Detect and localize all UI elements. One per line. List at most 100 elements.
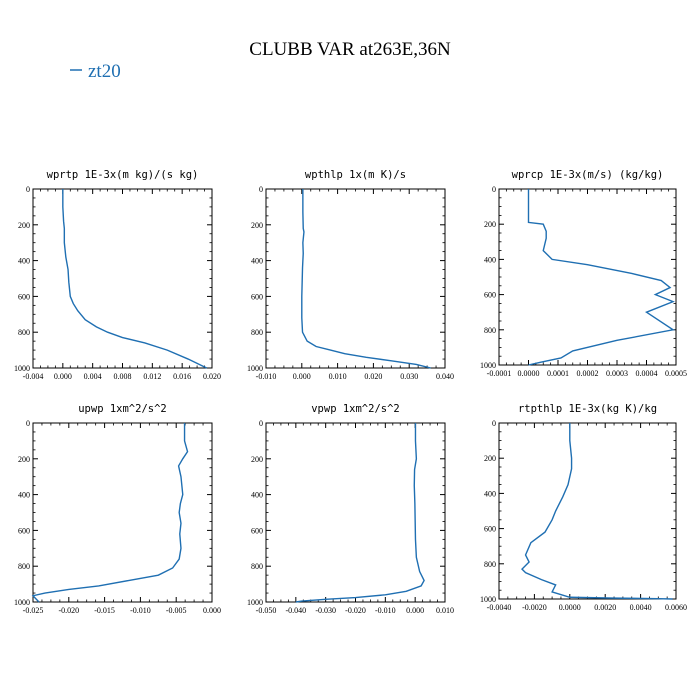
x-tick-label: -0.030 xyxy=(315,606,336,615)
y-tick-label: 600 xyxy=(484,291,496,300)
y-tick-label: 1000 xyxy=(14,598,30,607)
panel-4: upwp 1xm^2/s^2 -0.025 -0.020 -0.015 -0.010 -0… xyxy=(14,403,221,615)
panel-6: rtpthlp 1E-3x(kg K)/kg -0.0040 -0.0020 0.00… xyxy=(480,403,687,612)
legend: zt20 xyxy=(70,61,121,82)
plot-frame xyxy=(265,188,446,369)
y-tick-label: 200 xyxy=(18,221,30,230)
series-line-zt20 xyxy=(301,189,431,369)
y-tick-label: 1000 xyxy=(247,598,263,607)
x-tick-label: 0.004 xyxy=(84,372,102,381)
figure-title: CLUBB VAR at263E,36N xyxy=(249,39,451,60)
x-tick-label: 0.0001 xyxy=(547,369,569,378)
x-tick-label: -0.0020 xyxy=(522,603,547,612)
x-tick-label: -0.010 xyxy=(130,606,151,615)
y-tick-label: 200 xyxy=(484,220,496,229)
plot-frame xyxy=(32,422,213,603)
x-tick-label: 0.016 xyxy=(173,372,191,381)
series-line-zt20 xyxy=(31,423,189,603)
y-tick-label: 600 xyxy=(18,292,30,301)
y-tick-label: 200 xyxy=(251,221,263,230)
x-tick-label: 0.020 xyxy=(364,372,382,381)
panel-5: vpwp 1xm^2/s^2 -0.050 -0.040 -0.030 -0.020 -0… xyxy=(247,403,454,615)
y-tick-label: 400 xyxy=(251,491,263,500)
y-tick-label: 600 xyxy=(251,526,263,535)
x-tick-label: -0.015 xyxy=(94,606,115,615)
x-tick-label: 0.0060 xyxy=(665,603,687,612)
x-tick-label: 0.040 xyxy=(436,372,454,381)
x-tick-label: -0.020 xyxy=(58,606,79,615)
y-tick-label: 400 xyxy=(18,491,30,500)
y-tick-label: 400 xyxy=(484,489,496,498)
y-tick-label: 200 xyxy=(484,454,496,463)
series-line-zt20 xyxy=(295,423,425,603)
y-tick-label: 800 xyxy=(484,326,496,335)
panel-title: rtpthlp 1E-3x(kg K)/kg xyxy=(518,403,657,415)
x-tick-label: -0.010 xyxy=(375,606,396,615)
panel-title: wpthlp 1x(m K)/s xyxy=(305,169,406,181)
panel-1: wprtp 1E-3x(m kg)/(s kg) -0.004 0.000 0.004… xyxy=(14,169,221,381)
y-tick-label: 0 xyxy=(26,185,30,194)
series-line-zt20 xyxy=(521,423,673,600)
y-tick-label: 800 xyxy=(251,328,263,337)
x-tick-label: 0.010 xyxy=(436,606,454,615)
panel-title: upwp 1xm^2/s^2 xyxy=(78,403,167,415)
y-tick-label: 1000 xyxy=(247,364,263,373)
y-tick-label: 600 xyxy=(18,526,30,535)
y-tick-label: 800 xyxy=(484,560,496,569)
x-tick-label: 0.000 xyxy=(54,372,72,381)
y-tick-label: 0 xyxy=(26,419,30,428)
legend-label: zt20 xyxy=(88,61,121,82)
y-tick-label: 600 xyxy=(251,292,263,301)
y-tick-label: 400 xyxy=(484,255,496,264)
panels: wprtp 1E-3x(m kg)/(s kg) -0.004 0.000 0.004… xyxy=(14,169,687,615)
x-tick-label: 0.008 xyxy=(114,372,132,381)
panel-title: wprtp 1E-3x(m kg)/(s kg) xyxy=(47,169,199,181)
x-tick-label: 0.000 xyxy=(406,606,424,615)
x-tick-label: 0.0003 xyxy=(606,369,628,378)
x-tick-label: -0.0040 xyxy=(487,603,512,612)
y-tick-label: 200 xyxy=(18,455,30,464)
panel-title: wprcp 1E-3x(m/s) (kg/kg) xyxy=(512,169,664,181)
y-tick-label: 200 xyxy=(251,455,263,464)
y-tick-label: 0 xyxy=(259,185,263,194)
x-tick-label: 0.012 xyxy=(143,372,161,381)
plot-frame xyxy=(265,422,446,603)
x-tick-label: 0.0002 xyxy=(577,369,599,378)
panel-3: wprcp 1E-3x(m/s) (kg/kg) -0.0001 0.0000 0.0… xyxy=(480,169,687,378)
y-tick-label: 600 xyxy=(484,525,496,534)
x-tick-label: 0.0040 xyxy=(630,603,652,612)
series-line-zt20 xyxy=(62,189,208,369)
x-tick-label: 0.000 xyxy=(293,372,311,381)
y-tick-label: 1000 xyxy=(480,595,496,604)
panel-title: vpwp 1xm^2/s^2 xyxy=(311,403,400,415)
x-tick-label: -0.005 xyxy=(166,606,187,615)
y-tick-label: 800 xyxy=(18,562,30,571)
x-tick-label: 0.0004 xyxy=(636,369,658,378)
x-tick-label: 0.0000 xyxy=(559,603,581,612)
y-tick-label: 800 xyxy=(18,328,30,337)
x-tick-label: 0.030 xyxy=(400,372,418,381)
x-tick-label: -0.025 xyxy=(23,606,44,615)
x-tick-label: 0.010 xyxy=(329,372,347,381)
y-tick-label: 0 xyxy=(492,185,496,194)
x-tick-label: -0.0001 xyxy=(487,369,512,378)
x-tick-label: 0.0005 xyxy=(665,369,687,378)
x-tick-label: 0.0020 xyxy=(594,603,616,612)
x-tick-label: -0.040 xyxy=(285,606,306,615)
series-line-zt20 xyxy=(527,189,675,366)
y-tick-label: 0 xyxy=(259,419,263,428)
x-tick-label: 0.0000 xyxy=(518,369,540,378)
x-tick-label: -0.050 xyxy=(256,606,277,615)
x-tick-label: -0.004 xyxy=(23,372,44,381)
x-tick-label: 0.000 xyxy=(203,606,221,615)
y-tick-label: 1000 xyxy=(14,364,30,373)
x-tick-label: 0.020 xyxy=(203,372,221,381)
y-tick-label: 800 xyxy=(251,562,263,571)
y-tick-label: 1000 xyxy=(480,361,496,370)
x-tick-label: -0.020 xyxy=(345,606,366,615)
y-tick-label: 400 xyxy=(18,257,30,266)
y-tick-label: 0 xyxy=(492,419,496,428)
plot-frame xyxy=(32,188,213,369)
panel-2: wpthlp 1x(m K)/s -0.010 0.000 0.010 0.020 0.0… xyxy=(247,169,454,381)
